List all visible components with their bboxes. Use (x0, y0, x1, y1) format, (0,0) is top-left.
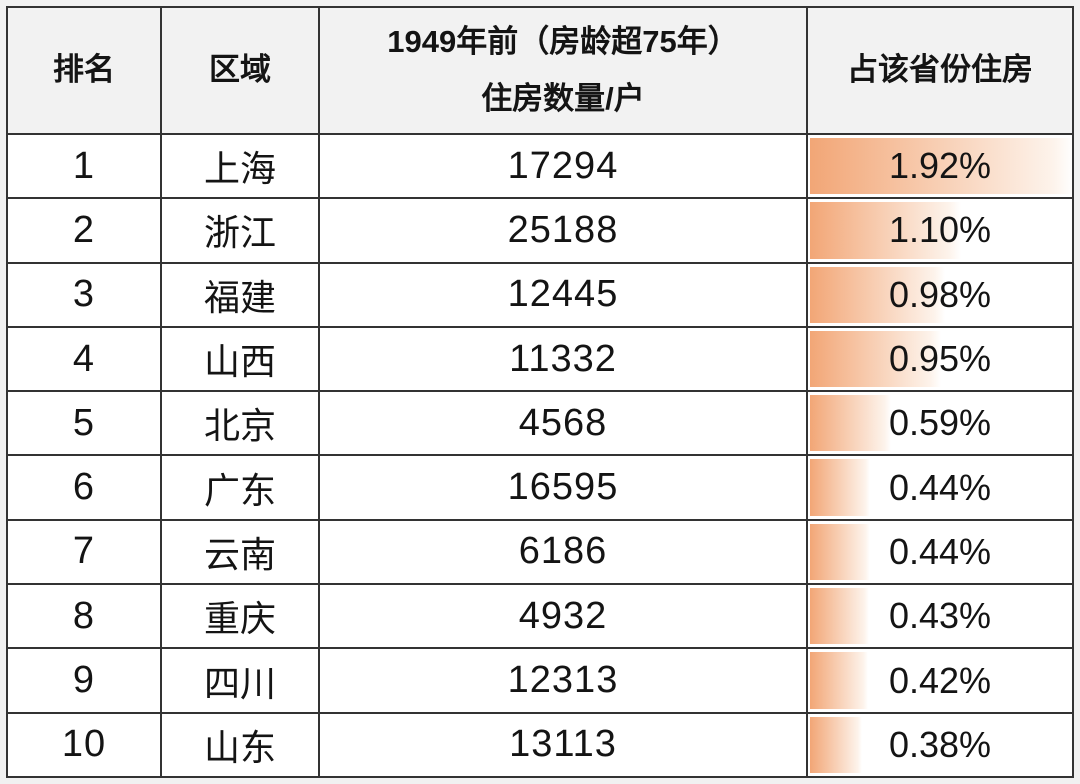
share-cell: 0.44% (806, 518, 1074, 586)
table-row: 8 重庆 4932 0.43% (6, 583, 1074, 650)
count-value: 11332 (318, 325, 808, 393)
share-data-bar (810, 588, 870, 645)
table-row: 6 广东 16595 0.44% (6, 454, 1074, 521)
table-row: 5 北京 4568 0.59% (6, 390, 1074, 457)
share-cell: 0.59% (806, 390, 1074, 457)
header-share: 占该省份住房 (806, 6, 1074, 135)
rank-value: 6 (6, 454, 162, 521)
rank-value: 5 (6, 390, 162, 457)
share-cell: 0.98% (806, 261, 1074, 328)
rank-value: 2 (6, 197, 162, 264)
share-cell: 0.42% (806, 647, 1074, 714)
region-value: 北京 (160, 390, 320, 457)
count-value: 25188 (318, 197, 808, 264)
count-value: 16595 (318, 454, 808, 521)
table-row: 4 山西 11332 0.95% (6, 325, 1074, 393)
count-value: 12313 (318, 647, 808, 714)
header-row: 排名 区域 1949年前（房龄超75年） 住房数量/户 占该省份住房 (6, 6, 1074, 135)
header-region: 区域 (160, 6, 320, 135)
share-value: 0.59% (888, 402, 992, 444)
header-rank-label: 排名 (53, 52, 115, 88)
header-count: 1949年前（房龄超75年） 住房数量/户 (318, 6, 808, 135)
count-value: 13113 (318, 711, 808, 779)
share-value: 0.44% (888, 530, 992, 572)
region-value: 福建 (160, 261, 320, 328)
region-value: 广东 (160, 454, 320, 521)
share-cell: 1.10% (806, 197, 1074, 264)
share-cell: 0.95% (806, 325, 1074, 393)
table-row: 10 山东 13113 0.38% (6, 711, 1074, 779)
region-value: 四川 (160, 647, 320, 714)
region-value: 山西 (160, 325, 320, 393)
share-data-bar (810, 652, 868, 709)
rank-value: 3 (6, 261, 162, 328)
header-region-label: 区域 (209, 52, 271, 88)
share-data-bar (810, 523, 871, 581)
rank-value: 7 (6, 518, 162, 586)
share-value: 0.42% (888, 659, 992, 701)
share-cell: 1.92% (806, 132, 1074, 200)
share-value: 1.10% (888, 209, 992, 251)
region-value: 重庆 (160, 583, 320, 650)
count-value: 12445 (318, 261, 808, 328)
table-row: 9 四川 12313 0.42% (6, 647, 1074, 714)
table-row: 2 浙江 25188 1.10% (6, 197, 1074, 264)
region-value: 云南 (160, 518, 320, 586)
share-value: 1.92% (888, 145, 992, 187)
rank-value: 8 (6, 583, 162, 650)
table-row: 3 福建 12445 0.98% (6, 261, 1074, 328)
share-cell: 0.43% (806, 583, 1074, 650)
rank-value: 9 (6, 647, 162, 714)
region-value: 山东 (160, 711, 320, 779)
count-value: 6186 (318, 518, 808, 586)
share-value: 0.44% (888, 466, 992, 508)
header-count-line2: 住房数量/户 (481, 80, 645, 116)
table-row: 1 上海 17294 1.92% (6, 132, 1074, 200)
count-value: 17294 (318, 132, 808, 200)
share-cell: 0.38% (806, 711, 1074, 779)
header-share-label: 占该省份住房 (847, 52, 1033, 88)
table-row: 7 云南 6186 0.44% (6, 518, 1074, 586)
rank-value: 1 (6, 132, 162, 200)
share-data-bar (810, 459, 871, 516)
header-count-line1: 1949年前（房龄超75年） (387, 23, 739, 59)
header-rank: 排名 (6, 6, 162, 135)
housing-rank-table: 排名 区域 1949年前（房龄超75年） 住房数量/户 占该省份住房 1 (6, 6, 1074, 779)
region-value: 浙江 (160, 197, 320, 264)
count-value: 4568 (318, 390, 808, 457)
share-data-bar (810, 716, 863, 773)
share-value: 0.98% (888, 273, 992, 315)
count-value: 4932 (318, 583, 808, 650)
rank-value: 4 (6, 325, 162, 393)
region-value: 上海 (160, 132, 320, 200)
share-data-bar (810, 395, 892, 452)
share-cell: 0.44% (806, 454, 1074, 521)
rank-value: 10 (6, 711, 162, 779)
share-value: 0.43% (888, 595, 992, 637)
share-value: 0.95% (888, 338, 992, 380)
share-value: 0.38% (888, 723, 992, 765)
